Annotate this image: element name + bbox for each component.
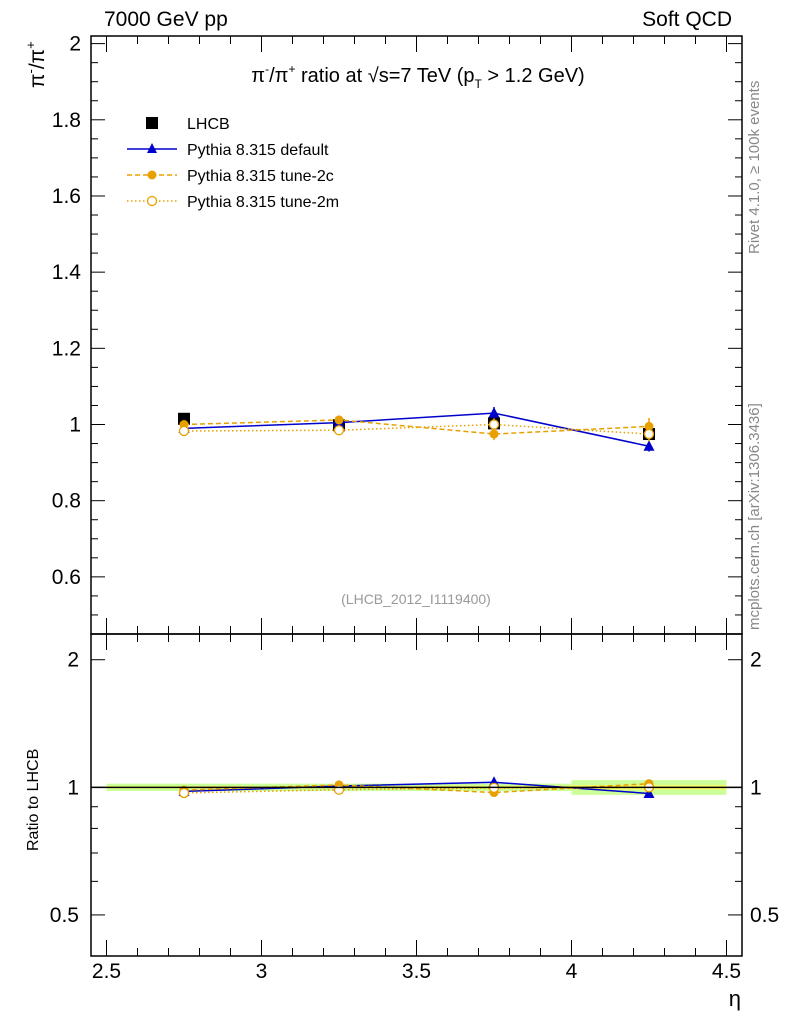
ratio-ytick-label-right: 2 bbox=[750, 649, 762, 672]
data-point-tune2m bbox=[178, 425, 190, 437]
ratio-ytick-label-right: 0.5 bbox=[750, 904, 779, 927]
main-y-axis-label: π-/π+ bbox=[23, 41, 49, 88]
data-point-tune2m bbox=[488, 419, 500, 430]
ratio-ytick-label-left: 0.5 bbox=[50, 904, 79, 927]
xtick-label: 2.5 bbox=[92, 960, 121, 983]
x-axis-label: η bbox=[729, 986, 741, 1011]
ytick-label: 1.4 bbox=[52, 261, 82, 284]
legend-label-default: Pythia 8.315 default bbox=[187, 142, 329, 159]
legend-marker-default bbox=[147, 143, 157, 153]
plot-title: π-/π+ ratio at √s=7 TeV (pT > 1.2 GeV) bbox=[251, 62, 584, 91]
ratio-y-axis-label: Ratio to LHCB bbox=[25, 749, 42, 851]
series-line-tune2m bbox=[183, 423, 650, 435]
ratio-ytick-label-left: 2 bbox=[67, 649, 79, 672]
xtick-label: 3.5 bbox=[402, 960, 431, 983]
data-point-tune2m bbox=[643, 428, 655, 440]
legend: LHCB Pythia 8.315 default Pythia 8.315 t… bbox=[127, 116, 339, 211]
xtick-labels: 2.5 3 3.5 4 4.5 bbox=[92, 960, 741, 983]
legend-label-tune2m: Pythia 8.315 tune-2m bbox=[187, 194, 339, 211]
ytick-label: 1.2 bbox=[52, 337, 81, 360]
ytick-label: 1.6 bbox=[52, 185, 81, 208]
data-point-default bbox=[643, 440, 655, 451]
xtick-label: 4.5 bbox=[712, 960, 741, 983]
data-point-tune2m bbox=[333, 425, 345, 436]
legend-marker-lhcb bbox=[146, 117, 158, 129]
legend-marker-tune2c bbox=[147, 170, 157, 180]
ytick-label: 0.6 bbox=[52, 566, 81, 589]
analysis-watermark: (LHCB_2012_I1119400) bbox=[341, 591, 491, 607]
ratio-series-group bbox=[178, 776, 655, 799]
ytick-label: 1 bbox=[69, 414, 81, 437]
ratio-ytick-labels: 0.5 1 2 0.5 1 2 bbox=[50, 649, 779, 927]
ytick-label: 2 bbox=[69, 33, 81, 56]
main-axis-ticks bbox=[91, 36, 742, 634]
ytick-label: 0.8 bbox=[52, 490, 81, 513]
xtick-label: 3 bbox=[256, 960, 268, 983]
main-ytick-labels: 0.6 0.8 1 1.2 1.4 1.6 1.8 2 bbox=[52, 33, 82, 589]
ratio-ytick-label-right: 1 bbox=[750, 776, 762, 799]
legend-marker-tune2m bbox=[146, 195, 158, 207]
legend-label-tune2c: Pythia 8.315 tune-2c bbox=[187, 168, 334, 185]
data-point-tune2c bbox=[489, 429, 499, 439]
data-point-tune2c bbox=[334, 415, 344, 425]
ratio-ytick-label-left: 1 bbox=[67, 776, 79, 799]
ratio-point-tune2m bbox=[178, 787, 190, 799]
header-left: 7000 GeV pp bbox=[104, 8, 228, 31]
xtick-label: 4 bbox=[566, 960, 578, 983]
ratio-line-tune2m bbox=[183, 786, 650, 794]
ratio-point-default bbox=[643, 787, 655, 799]
ratio-axis-ticks bbox=[91, 634, 742, 957]
ytick-label: 1.8 bbox=[52, 109, 81, 132]
data-point-default bbox=[488, 407, 500, 418]
header-right: Soft QCD bbox=[642, 8, 732, 31]
main-series-group bbox=[178, 406, 655, 452]
legend-label-lhcb: LHCB bbox=[187, 116, 230, 133]
